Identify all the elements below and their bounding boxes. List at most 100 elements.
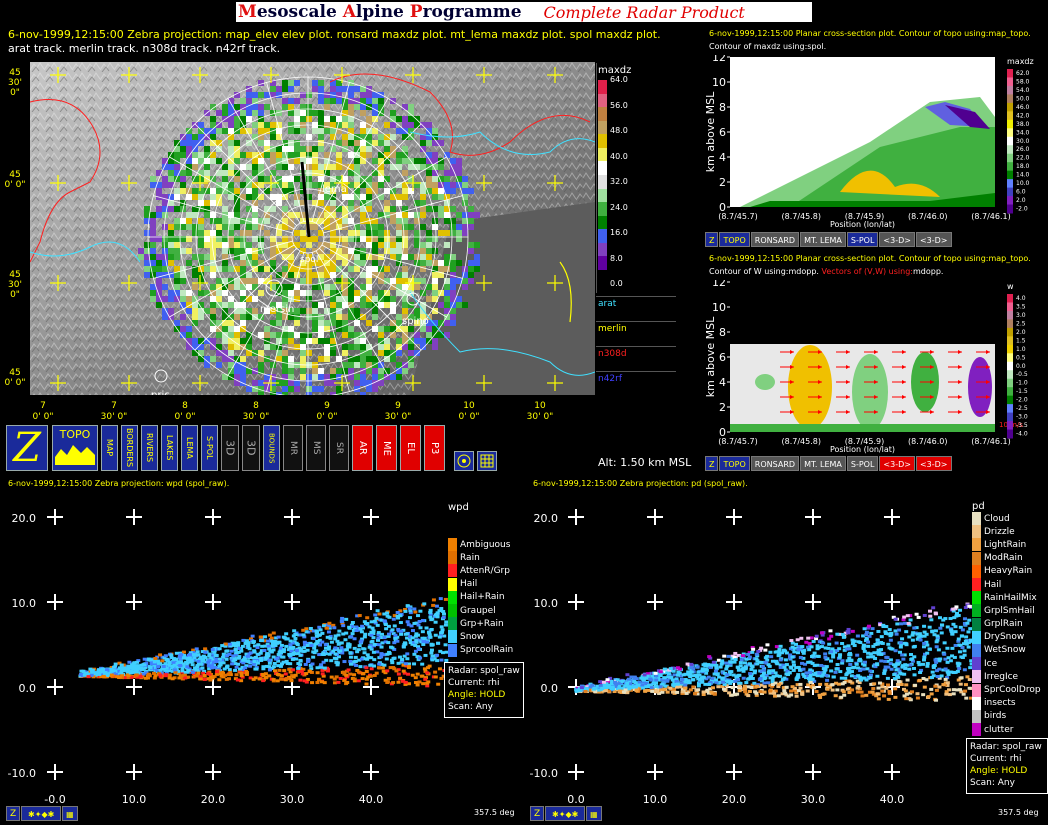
rhi-right-grid-button[interactable]: ▦ (586, 806, 602, 821)
xsec2-ronsard-button[interactable]: RONSARD (750, 456, 800, 471)
rhi-echo-cell (795, 683, 800, 687)
rhi-echo-cell (362, 635, 367, 639)
xsec1-topo-button[interactable]: TOPO (719, 232, 750, 247)
legend-item: birds (972, 709, 1041, 723)
rhi-left-grid-button[interactable]: ▦ (62, 806, 78, 821)
xsec-legend-label: 10.0 (1016, 180, 1030, 187)
ms-button[interactable]: MS (306, 425, 326, 471)
xsec-legend-title: maxdz (1007, 57, 1034, 66)
rhi-echo-cell (319, 680, 324, 684)
borders-button[interactable]: BORDERS (121, 425, 138, 471)
rhi-echo-cell (249, 637, 254, 641)
aircraft-el-button[interactable]: EL (400, 425, 421, 471)
grid-icon[interactable] (477, 451, 497, 471)
rivers-button[interactable]: RIVERS (141, 425, 158, 471)
rhi-echo-cell (950, 654, 955, 658)
rhi-echo-cell (675, 682, 680, 686)
xsec1-spol-button[interactable]: S-POL (846, 232, 879, 247)
zebra-z-button[interactable]: Z (6, 425, 48, 471)
rhi-echo-cell (302, 640, 307, 644)
rhi-echo-cell (304, 627, 309, 631)
mr-button[interactable]: MR (283, 425, 303, 471)
rhi-echo-cell (146, 657, 151, 661)
rhi-echo-cell (375, 623, 380, 627)
rhi-echo-cell (412, 607, 417, 611)
rhi-right-z-button[interactable]: Z (530, 806, 545, 821)
3d-button-b[interactable]: 3D (242, 425, 260, 471)
xsec1-header-line2: Contour of maxdz using:spol. (709, 42, 827, 51)
rhi-echo-cell (928, 614, 933, 618)
xsec1-3d-button-a[interactable]: <3-D> (879, 232, 915, 247)
rhi-echo-cell (114, 672, 119, 676)
target-icon[interactable] (454, 451, 474, 471)
rhi-echo-cell (420, 630, 425, 634)
rhi-echo-cell (653, 671, 658, 675)
rhi-left-stars-button[interactable]: ✱✦◆✱ (21, 806, 62, 821)
rhi-echo-cell (880, 689, 885, 693)
rhi-echo-cell (155, 668, 160, 672)
lakes-button[interactable]: LAKES (161, 425, 178, 471)
rhi-echo-cell (917, 663, 922, 667)
xsec2-3d-button-a[interactable]: <3-D> (879, 456, 915, 471)
rhi-echo-cell (431, 603, 436, 607)
rhi-echo-cell (953, 643, 958, 647)
rhi-echo-cell (840, 659, 845, 663)
xsec-ylabel: km above MSL (704, 316, 717, 397)
lema-button[interactable]: LEMA (181, 425, 198, 471)
xsec2-mtlema-button[interactable]: MT. LEMA (800, 456, 846, 471)
rhi-echo-cell (720, 685, 725, 689)
rhi-echo-cell (405, 657, 410, 661)
topo-button[interactable]: TOPO (52, 425, 98, 471)
legend-item: Snow (448, 630, 513, 644)
rhi-echo-cell (408, 611, 413, 615)
sr-button[interactable]: SR (329, 425, 349, 471)
lon-label: 8 0' 0" (174, 401, 196, 422)
rhi-echo-cell (907, 697, 912, 701)
xsec2-3d-button-b[interactable]: <3-D> (915, 456, 952, 471)
xsec2-topo-button[interactable]: TOPO (719, 456, 750, 471)
rhi-echo-cell (439, 607, 444, 611)
rhi-echo-cell (251, 640, 256, 644)
rhi-left-z-button[interactable]: Z (6, 806, 21, 821)
xsec2-z-button[interactable]: Z (705, 456, 719, 471)
3d-button-a[interactable]: 3D (221, 425, 239, 471)
rhi-echo-cell (331, 649, 336, 653)
xsec1-ronsard-button[interactable]: RONSARD (750, 232, 800, 247)
xsec1-3d-button-b[interactable]: <3-D> (915, 232, 952, 247)
aircraft-p3-button[interactable]: P3 (424, 425, 445, 471)
rhi-echo-cell (126, 668, 131, 672)
spol-button[interactable]: S-POL (201, 425, 218, 471)
rhi-echo-cell (240, 675, 245, 679)
map-button[interactable]: MAP (101, 425, 118, 471)
rhi-echo-cell (763, 676, 768, 680)
aircraft-me-button[interactable]: ME (376, 425, 397, 471)
track-divider (596, 371, 676, 372)
rhi-echo-cell (861, 643, 866, 647)
rhi-echo-cell (360, 637, 365, 641)
rhi-echo-cell (871, 687, 876, 691)
rhi-echo-cell (577, 687, 582, 691)
rhi-echo-cell (696, 688, 701, 692)
aircraft-ar-button[interactable]: AR (352, 425, 373, 471)
rhi-right-header: 6-nov-1999,12:15:00 Zebra projection: pd… (533, 479, 748, 488)
rhi-echo-cell (314, 649, 319, 653)
rhi-echo-cell (706, 675, 711, 679)
xsec-legend-label: 18.0 (1016, 163, 1030, 170)
plan-view-map[interactable]: lema spol mersin spino pric (30, 62, 595, 395)
rhi-echo-cell (718, 680, 723, 684)
rhi-right-stars-button[interactable]: ✱✦◆✱ (545, 806, 586, 821)
bounds-button[interactable]: BOUNDS (263, 425, 280, 471)
xsec-legend-swatch (1007, 378, 1013, 388)
xsec-ytick: 4 (719, 151, 726, 164)
xsec-legend-label: 46.0 (1016, 104, 1030, 111)
xsec1-mtlema-button[interactable]: MT. LEMA (800, 232, 846, 247)
rhi-left-plot[interactable]: 20.010.00.0-10.0-0.0 10.0 20.0 30.0 40.0 (0, 492, 524, 807)
rhi-echo-cell (160, 655, 165, 659)
rhi-echo-cell (746, 685, 751, 689)
xsec1-z-button[interactable]: Z (705, 232, 719, 247)
rhi-right-plot[interactable]: 20.010.00.0-10.00.0 10.0 20.0 30.0 40.0 (524, 492, 1048, 807)
rhi-echo-cell (689, 662, 694, 666)
xsec2-spol-button[interactable]: S-POL (846, 456, 879, 471)
